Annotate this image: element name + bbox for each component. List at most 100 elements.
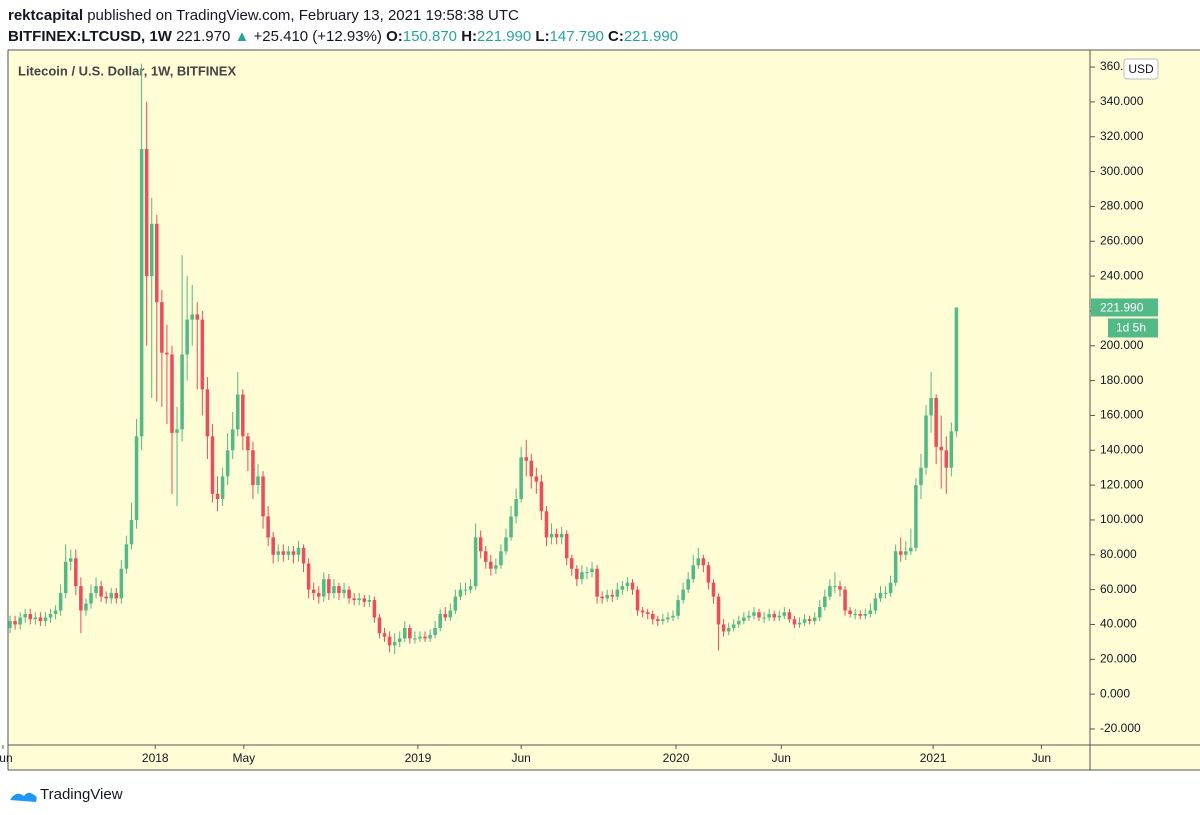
candle-body	[519, 457, 523, 500]
candle-body	[468, 586, 473, 590]
candle-body	[144, 148, 149, 277]
candle-body	[235, 394, 240, 430]
candle-body	[873, 598, 878, 611]
candle-body	[79, 586, 83, 611]
candle-body	[514, 499, 518, 517]
candle-body	[276, 551, 281, 555]
candle-body	[843, 589, 847, 611]
candle-body	[787, 612, 792, 620]
candle-body	[413, 638, 417, 640]
candle-body	[524, 457, 528, 461]
candle-body	[114, 593, 119, 599]
candle-body	[342, 589, 346, 594]
c-label: C:	[608, 28, 624, 45]
candle-body	[33, 617, 38, 620]
y-tick-label: 160.000	[1100, 408, 1144, 422]
candle-body	[570, 558, 574, 569]
y-tick-label: 60.000	[1100, 582, 1137, 596]
h: 221.990	[477, 28, 532, 45]
candle-body	[924, 415, 928, 468]
candle-body	[615, 589, 620, 597]
candle-body	[23, 614, 27, 618]
quote-line: BITFINEX:LTCUSD, 1W 221.970 ▲ +25.410 (+…	[8, 26, 678, 47]
candle-body	[185, 319, 189, 355]
candle-body	[246, 436, 250, 451]
candle-body	[53, 610, 58, 615]
candle-body	[473, 537, 478, 587]
candle-body	[848, 610, 852, 615]
candle-body	[165, 352, 169, 355]
logo-icon	[10, 792, 37, 802]
currency: USD	[1128, 62, 1154, 76]
y-tick-label: 340.000	[1100, 94, 1144, 108]
publisher: rektcapital	[8, 7, 84, 24]
candle-body	[372, 600, 377, 618]
candle-body	[909, 547, 913, 552]
candle-body	[944, 450, 949, 468]
candle-body	[681, 589, 685, 601]
y-tick-label: 320.000	[1100, 129, 1144, 143]
y-tick-label: 140.000	[1100, 442, 1144, 456]
candle-body	[939, 446, 943, 451]
candle-body	[124, 544, 129, 569]
x-tick-label: May	[232, 751, 255, 765]
candle-body	[757, 612, 761, 618]
candle-body	[377, 617, 382, 634]
candle-body	[509, 516, 513, 538]
candle-body	[306, 563, 311, 590]
candle-body	[58, 593, 63, 611]
candle-body	[104, 596, 108, 599]
candle-body	[807, 619, 812, 621]
candle-body	[812, 617, 817, 621]
candle-body	[387, 636, 392, 646]
candle-body	[251, 450, 255, 486]
candle-body	[590, 568, 594, 573]
candle-body	[640, 610, 645, 613]
candle-body	[139, 148, 144, 437]
y-tick-label: 80.000	[1100, 547, 1137, 561]
candle-body	[195, 314, 200, 320]
candle-body	[210, 436, 215, 494]
candle-body	[661, 619, 665, 621]
candle-body	[109, 593, 114, 599]
x-tick-label: Jun	[511, 751, 530, 765]
candle-body	[352, 598, 356, 601]
price-tag	[1091, 298, 1158, 317]
y-tick-label: 240.000	[1100, 268, 1144, 282]
candle-body	[362, 598, 367, 602]
candle-body	[170, 354, 174, 433]
candle-body	[149, 223, 154, 277]
candle-body	[575, 568, 579, 580]
candle-body	[443, 614, 448, 618]
candle-body	[529, 460, 534, 477]
x-tick-label: 2018	[142, 751, 169, 765]
candle-body	[180, 354, 184, 430]
candle-body	[701, 558, 706, 566]
candle-body	[367, 600, 372, 602]
candle-body	[327, 579, 331, 594]
candle-body	[504, 537, 508, 552]
candle-body	[322, 579, 326, 597]
candle-body	[84, 603, 88, 611]
candle-body	[838, 586, 842, 590]
candle-body	[706, 565, 711, 583]
candle-body	[316, 593, 321, 597]
candle-body	[605, 594, 609, 599]
candle-body	[772, 614, 776, 618]
candle-body	[438, 614, 442, 628]
candle-body	[585, 572, 589, 574]
y-tick-label: 20.000	[1100, 651, 1137, 665]
header: rektcapital published on TradingView.com…	[8, 5, 678, 47]
candle-body	[89, 593, 93, 604]
candle-body	[711, 582, 716, 597]
candle-body	[478, 537, 483, 552]
y-tick-label: 200.000	[1100, 338, 1144, 352]
price-tag-label: 221.990	[1100, 301, 1144, 315]
y-tick-label: 280.000	[1100, 199, 1144, 213]
candle-body	[914, 485, 918, 548]
candle-body	[534, 476, 539, 482]
candle-body	[155, 223, 159, 303]
candle-body	[357, 598, 361, 601]
candle-body	[428, 634, 432, 639]
symbol: BITFINEX:LTCUSD, 1W	[8, 28, 172, 45]
